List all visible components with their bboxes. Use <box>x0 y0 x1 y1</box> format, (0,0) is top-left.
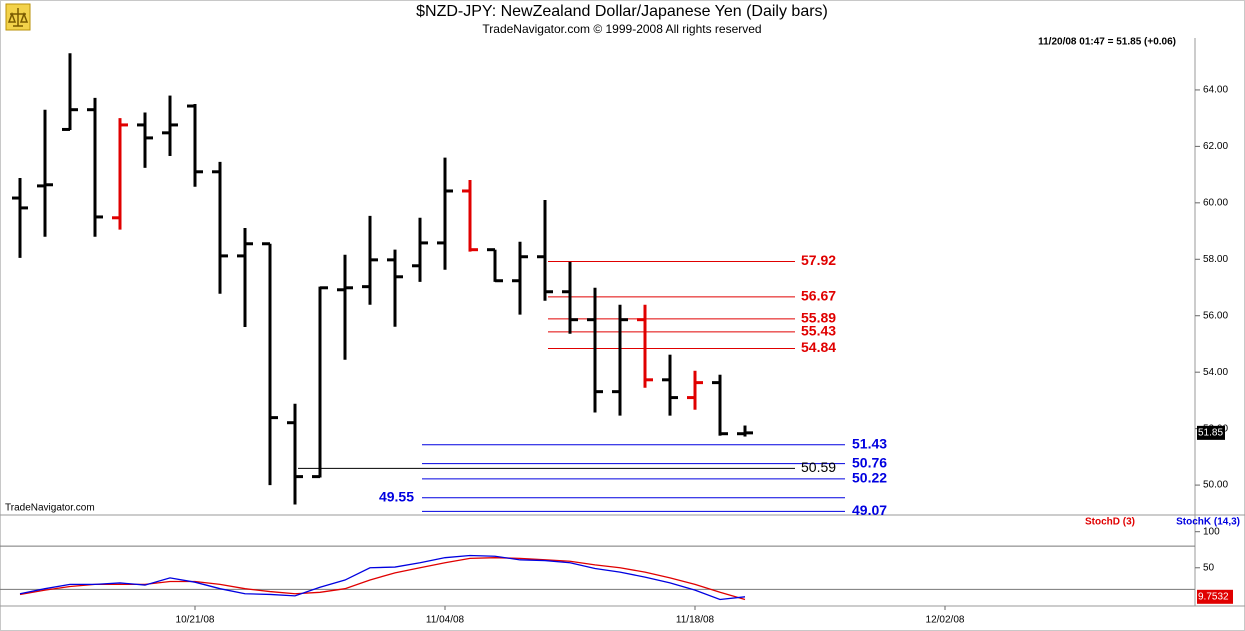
level-label: 55.43 <box>801 323 836 339</box>
watermark: TradeNavigator.com <box>5 503 95 514</box>
level-label: 50.59 <box>801 459 836 475</box>
level-label: 56.67 <box>801 288 836 304</box>
chart-subtitle: TradeNavigator.com © 1999-2008 All right… <box>482 22 761 36</box>
level-label: 54.84 <box>801 339 836 355</box>
level-label: 51.43 <box>852 435 887 451</box>
last-value-box <box>1197 589 1233 604</box>
y-tick-label: 50 <box>1203 562 1215 573</box>
last-price-box <box>1197 425 1225 440</box>
x-tick-label: 11/18/08 <box>676 615 715 626</box>
y-tick-label: 56.00 <box>1203 310 1228 321</box>
logo <box>5 3 31 31</box>
info-line: 11/20/08 01:47 = 51.85 (+0.06) <box>1038 37 1176 48</box>
chart-title: $NZD-JPY: NewZealand Dollar/Japanese Yen… <box>416 3 828 20</box>
y-tick-label: 54.00 <box>1203 367 1228 378</box>
level-label: 49.55 <box>379 488 414 504</box>
y-tick-label: 100 <box>1203 526 1220 537</box>
y-tick-label: 50.00 <box>1203 480 1228 491</box>
y-tick-label: 60.00 <box>1203 197 1228 208</box>
y-tick-label: 62.00 <box>1203 141 1228 152</box>
level-label: 55.89 <box>801 310 836 326</box>
legend-entry: StochK (14,3) <box>1176 517 1240 528</box>
level-label: 49.07 <box>852 502 887 518</box>
y-tick-label: 64.00 <box>1203 85 1228 96</box>
level-label: 50.22 <box>852 470 887 486</box>
last-value-label: 9.7532 <box>1198 591 1229 602</box>
legend-entry: StochD (3) <box>1085 517 1135 528</box>
stoch-line <box>19 554 746 601</box>
x-tick-label: 10/21/08 <box>176 615 215 626</box>
y-tick-label: 58.00 <box>1203 254 1228 265</box>
level-label: 50.76 <box>852 454 887 470</box>
last-price-label: 51.85 <box>1198 428 1223 439</box>
x-tick-label: 12/02/08 <box>926 615 965 626</box>
level-label: 57.92 <box>801 252 836 268</box>
x-tick-label: 11/04/08 <box>426 615 465 626</box>
